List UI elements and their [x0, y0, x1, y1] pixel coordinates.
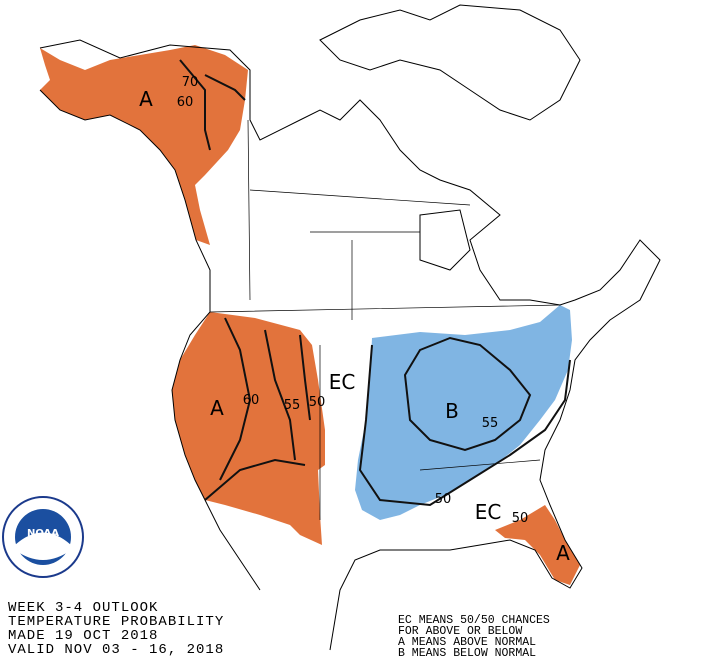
contour [403, 336, 532, 452]
map-label: A [556, 541, 570, 565]
contour [204, 317, 311, 501]
map-label: A [210, 396, 224, 420]
logo: NOAA [2, 496, 84, 578]
map-label: EC [475, 500, 502, 524]
header-line: VALID NOV 03 - 16, 2018 [8, 642, 224, 658]
legend-line: A MEANS ABOVE NORMAL [398, 636, 536, 649]
contour [358, 344, 571, 507]
legend-line: FOR ABOVE OR BELOW [398, 625, 522, 638]
border [209, 119, 561, 520]
logo-text: NOAA [27, 528, 59, 539]
map-label: 55 [284, 398, 301, 413]
header-line: TEMPERATURE PROBABILITY [8, 614, 224, 630]
above-normal-region [495, 505, 580, 585]
header-line: MADE 19 OCT 2018 [8, 628, 158, 644]
map-label: 60 [243, 393, 260, 408]
map-label: 50 [435, 492, 452, 507]
above-normal-region [40, 45, 248, 245]
legend-line: B MEANS BELOW NORMAL [398, 647, 536, 660]
map-label: EC [329, 370, 356, 394]
map-label: B [445, 399, 459, 423]
coastline [39, 39, 661, 651]
header-line: WEEK 3-4 OUTLOOK [8, 600, 158, 616]
legend-line: EC MEANS 50/50 CHANCES [398, 614, 550, 627]
map-label: 70 [182, 75, 199, 90]
coastline [319, 4, 581, 121]
map-label: 50 [309, 395, 326, 410]
map-label: 60 [177, 95, 194, 110]
coastline [419, 209, 471, 271]
map-label: 55 [482, 416, 499, 431]
logo-gull [15, 532, 71, 560]
above-normal-region [172, 312, 325, 545]
below-normal-region [355, 305, 572, 520]
map-label: 50 [512, 511, 529, 526]
map-label: A [139, 87, 153, 111]
contour [179, 59, 246, 151]
